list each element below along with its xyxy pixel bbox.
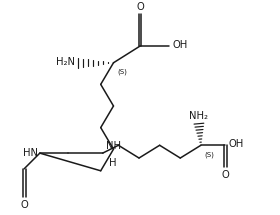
Text: (S): (S) bbox=[205, 151, 215, 158]
Text: O: O bbox=[136, 2, 144, 12]
Text: HN: HN bbox=[23, 148, 38, 158]
Text: H₂N: H₂N bbox=[56, 57, 75, 67]
Text: OH: OH bbox=[228, 139, 244, 149]
Text: NH: NH bbox=[106, 141, 121, 151]
Text: OH: OH bbox=[172, 40, 188, 50]
Text: NH₂: NH₂ bbox=[190, 111, 208, 121]
Text: O: O bbox=[20, 200, 28, 210]
Text: (S): (S) bbox=[117, 69, 127, 75]
Text: O: O bbox=[221, 170, 229, 180]
Text: H: H bbox=[109, 158, 116, 168]
